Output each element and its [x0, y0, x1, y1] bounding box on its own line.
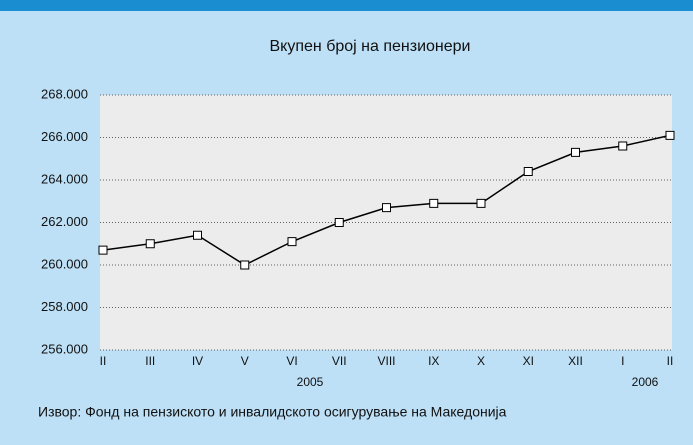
y-tick-label: 264.000: [41, 171, 88, 186]
point-marker: [334, 218, 344, 227]
point-marker: [665, 130, 675, 140]
point-marker: [523, 167, 533, 176]
y-tick-label: 262.000: [41, 214, 88, 229]
point-marker: [571, 147, 580, 157]
year-label: 2005: [297, 375, 324, 389]
point-marker: [240, 260, 250, 270]
y-tick-label: 258.000: [41, 299, 88, 314]
x-tick-label: X: [477, 354, 485, 368]
x-tick-label: VII: [332, 354, 347, 368]
point-marker: [382, 203, 391, 213]
x-tick-label: VIII: [377, 354, 395, 368]
y-tick-label: 256.000: [41, 341, 88, 356]
point-marker: [618, 141, 628, 151]
x-tick-label: II: [667, 354, 674, 368]
x-tick-label: V: [241, 354, 249, 368]
x-tick-label: VI: [286, 354, 297, 368]
x-tick-label: IV: [192, 354, 203, 368]
chart-title: Вкупен број на пензионери: [270, 38, 471, 55]
point-marker: [98, 245, 108, 255]
x-tick-label: XII: [568, 354, 583, 368]
top-bar: [0, 0, 693, 11]
point-marker: [193, 230, 202, 240]
source-note: Извор: Фонд на пензиското и инвалидското…: [38, 404, 507, 420]
x-tick-label: III: [145, 354, 155, 368]
x-tick-label: XI: [523, 354, 534, 368]
x-tick-label: II: [100, 354, 107, 368]
x-tick-label: IX: [428, 354, 439, 368]
point-marker: [145, 239, 155, 249]
point-marker: [476, 198, 486, 208]
point-marker: [287, 237, 297, 247]
point-marker: [429, 198, 439, 208]
x-tick-label: I: [621, 354, 624, 368]
y-tick-label: 266.000: [41, 129, 88, 144]
y-tick-label: 260.000: [41, 256, 88, 271]
year-label: 2006: [632, 375, 659, 389]
y-tick-label: 268.000: [41, 86, 88, 101]
